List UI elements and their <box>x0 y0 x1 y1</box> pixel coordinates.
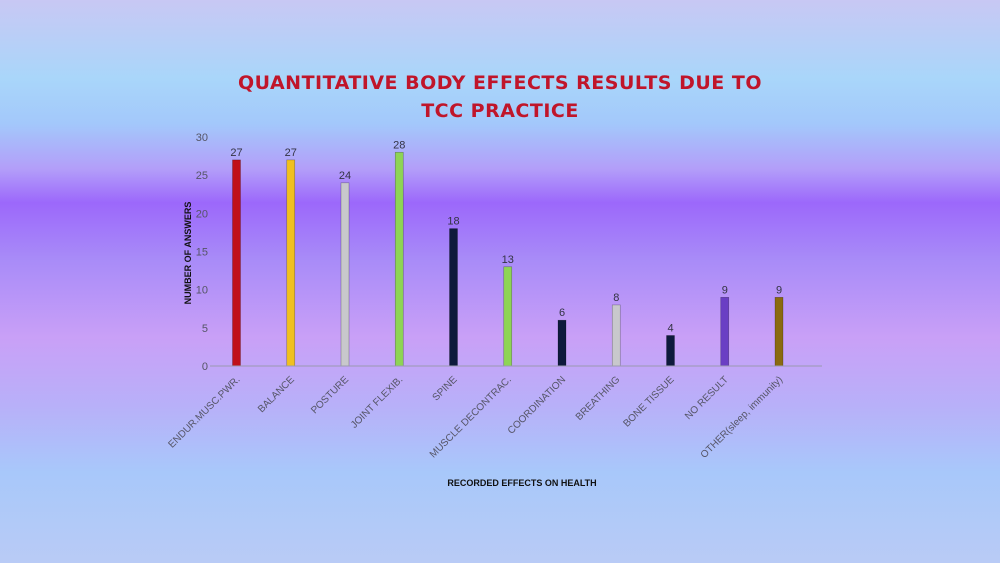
bar <box>774 296 784 367</box>
y-tick-label: 30 <box>196 132 208 144</box>
data-label: 27 <box>285 147 297 159</box>
y-tick-label: 10 <box>196 285 208 297</box>
x-tick-label: SPINE <box>431 374 460 403</box>
data-label: 24 <box>339 170 351 182</box>
y-tick-label: 5 <box>202 323 208 335</box>
x-tick-label: BALANCE <box>256 374 297 415</box>
data-label: 27 <box>230 147 242 159</box>
data-label: 4 <box>667 322 673 334</box>
bar <box>720 296 730 367</box>
x-tick-label: POSTURE <box>309 374 351 416</box>
data-label: 9 <box>776 284 782 296</box>
y-axis-title: NUMBER OF ANSWERS <box>183 202 193 305</box>
bar <box>286 159 296 367</box>
chart-title-line-2: TCC PRACTICE <box>421 100 579 122</box>
y-axis-ticks: 0 5 10 15 20 25 30 <box>196 132 208 373</box>
bar <box>666 335 675 367</box>
y-tick-label: 0 <box>202 361 208 373</box>
data-label: 18 <box>447 216 459 228</box>
data-label: 28 <box>393 139 405 151</box>
data-label: 13 <box>502 254 514 266</box>
bar <box>503 266 513 367</box>
bar <box>557 319 567 367</box>
data-label: 6 <box>559 307 565 319</box>
data-label: 8 <box>613 292 619 304</box>
x-axis-title: RECORDED EFFECTS ON HEALTH <box>447 478 596 488</box>
x-tick-label: NO RESULT <box>683 374 731 422</box>
bars-layer: 27 27 24 28 18 13 6 8 4 9 9 <box>230 139 784 367</box>
y-tick-label: 20 <box>196 208 208 220</box>
data-label: 9 <box>722 284 728 296</box>
bar <box>611 304 621 367</box>
x-tick-label: BREATHING <box>574 374 623 423</box>
y-tick-label: 25 <box>196 170 208 182</box>
bar <box>394 151 404 367</box>
bar <box>232 159 241 367</box>
y-tick-label: 15 <box>196 247 208 259</box>
bar <box>449 228 458 367</box>
x-tick-label: ENDUR.MUSC.PWR. <box>166 374 242 450</box>
x-tick-label: JOINT FLEXIB. <box>349 374 405 430</box>
chart-title-line-1: QUANTITATIVE BODY EFFECTS RESULTS DUE TO <box>238 72 762 94</box>
bar <box>340 182 350 367</box>
x-tick-label: COORDINATION <box>506 374 568 436</box>
x-tick-label: BONE TISSUE <box>621 374 676 429</box>
